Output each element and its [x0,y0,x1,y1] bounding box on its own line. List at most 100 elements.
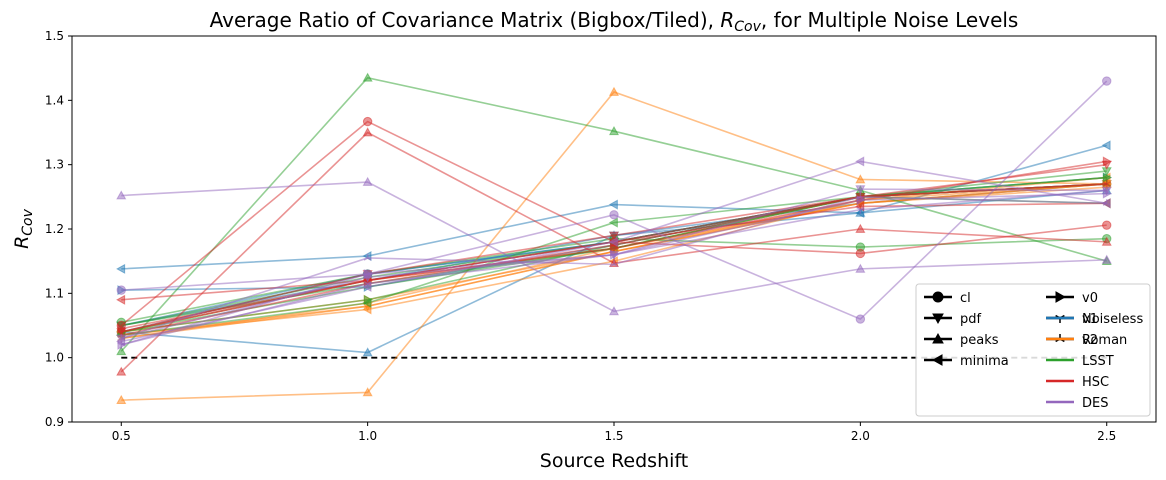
data-point-hsc-minima-0 [116,294,126,305]
data-point-des-peaks-0 [116,190,127,200]
data-point-des-cl-4 [1102,76,1112,86]
legend-label: v0 [1082,291,1098,306]
legend-label: DES [1082,396,1108,411]
legend-entry-lsst: LSST [1046,354,1114,369]
data-point-hsc-v2-4 [1102,179,1111,187]
data-point-des-peaks-4 [1101,254,1112,264]
y-tick-label: 1.5 [45,29,64,43]
data-point-hsc-peaks-0 [116,366,127,376]
legend-label: peaks [960,333,999,348]
data-point-lsst-v0-1 [363,294,373,305]
data-point-hsc-v0-4 [1102,156,1112,167]
data-point-lsst-peaks-2 [608,125,620,136]
legend-entry-des: DES [1046,396,1108,411]
data-point-des-minima-2 [608,236,618,247]
legend-label: v2 [1082,333,1098,348]
y-tick-label: 1.4 [45,93,64,107]
data-point-des-cl-0 [116,285,126,295]
data-point-roman-peaks-1 [362,387,373,397]
legend-entry-hsc: HSC [1046,375,1109,390]
legend-marker-minima [931,354,943,366]
data-point-lsst-peaks-1 [362,72,373,82]
x-tick-label: 0.5 [112,429,131,443]
series-group [116,72,1112,404]
title-symbol: R [720,8,734,32]
data-point-hsc-cl-3 [855,248,866,259]
data-point-des-v2-2 [609,260,619,268]
legend-entry-cl: cl [924,291,971,306]
legend-marker-cl [932,291,944,303]
legend-entry-pdf: pdf [924,312,982,327]
legend-marker-peaks [932,332,944,344]
x-tick-label: 1.0 [358,429,377,443]
legend-entry-roman: Roman [1046,333,1127,348]
x-tick-label: 2.5 [1097,429,1116,443]
plot-area: 0.5 1.0 1.5 2.0 2.5 0.9 1.0 1.1 1.2 1.3 1.4 1.5 [45,29,1157,443]
data-point-des-cl-3 [855,314,866,324]
y-tick-label: 1.0 [45,351,64,365]
y-tick-label: 1.2 [45,222,64,236]
legend-label: cl [960,291,971,306]
legend-label: Roman [1082,333,1127,348]
legend-box [915,283,1151,417]
data-point-des-v1-2 [609,251,619,259]
legend: cl pdf peaks minima v0 v1 v2 Noiseless Roman LSST… [915,283,1151,417]
data-point-hsc-peaks-4 [1101,236,1112,246]
data-point-roman-peaks-0 [116,394,127,404]
data-point-hsc-pdf-2 [608,231,620,241]
title-tail: , for Multiple Noise Levels [761,8,1018,32]
y-tick-label: 1.1 [45,286,64,300]
title-main: Average Ratio of Covariance Matrix (Bigb… [210,8,721,32]
data-point-des-peaks-3 [855,263,866,273]
legend-marker-pdf [932,313,944,325]
legend-label: v1 [1082,312,1098,327]
chart-title: Average Ratio of Covariance Matrix (Bigb… [210,8,1019,35]
data-point-roman-peaks-2 [608,86,620,96]
data-point-des-peaks-2 [608,306,620,316]
data-point-roman-peaks-3 [855,174,866,184]
y-axis-label: RCov [11,208,36,249]
y-tick-label: 1.3 [45,158,64,172]
data-point-des-peaks-1 [362,176,373,186]
legend-label: LSST [1082,354,1114,369]
data-point-hsc-cl-4 [1102,220,1112,230]
legend-label: HSC [1082,375,1109,390]
title-subscript: Cov [734,19,761,35]
y-tick-label: 0.9 [45,415,64,429]
data-point-des-minima-3 [855,156,865,167]
data-point-des-v2-1 [363,253,372,261]
legend-entry-peaks: peaks [924,332,999,348]
y-axis-label-symbol: R [11,236,33,249]
legend-entry-v0: v0 [1046,291,1098,306]
data-point-des-v2-0 [117,334,126,342]
data-point-des-v0-1 [363,268,373,280]
data-point-hsc-peaks-1 [362,127,373,137]
data-point-des-v1-1 [363,280,372,288]
data-point-lsst-minima-2 [608,217,618,228]
x-tick-label: 1.5 [604,429,623,443]
legend-label: minima [960,354,1009,369]
data-point-des-v2-4 [1102,199,1111,207]
data-point-noiseless-minima-4 [1101,140,1111,151]
data-point-noiseless-peaks-1 [362,347,373,357]
data-point-hsc-cl-1 [362,116,373,127]
legend-marker-v0 [1055,291,1067,303]
y-axis-label-subscript: Cov [20,208,36,235]
data-point-des-pdf-3 [855,185,866,195]
data-point-noiseless-minima-0 [116,263,126,274]
data-point-des-v2-3 [856,192,865,200]
legend-label: pdf [960,312,982,327]
data-point-des-v1-3 [856,206,865,214]
data-point-des-v1-0 [117,342,126,349]
legend-entry-minima: minima [924,354,1009,369]
legend-entry-noiseless: Noiseless [1046,312,1143,327]
data-point-noiseless-minima-2 [608,199,618,210]
legend-label: Noiseless [1082,312,1143,327]
data-point-hsc-peaks-3 [855,223,866,233]
data-point-des-cl-2 [609,210,619,220]
x-tick-label: 2.0 [851,429,870,443]
data-point-des-v1-4 [1102,187,1111,195]
data-point-lsst-peaks-0 [116,346,127,356]
